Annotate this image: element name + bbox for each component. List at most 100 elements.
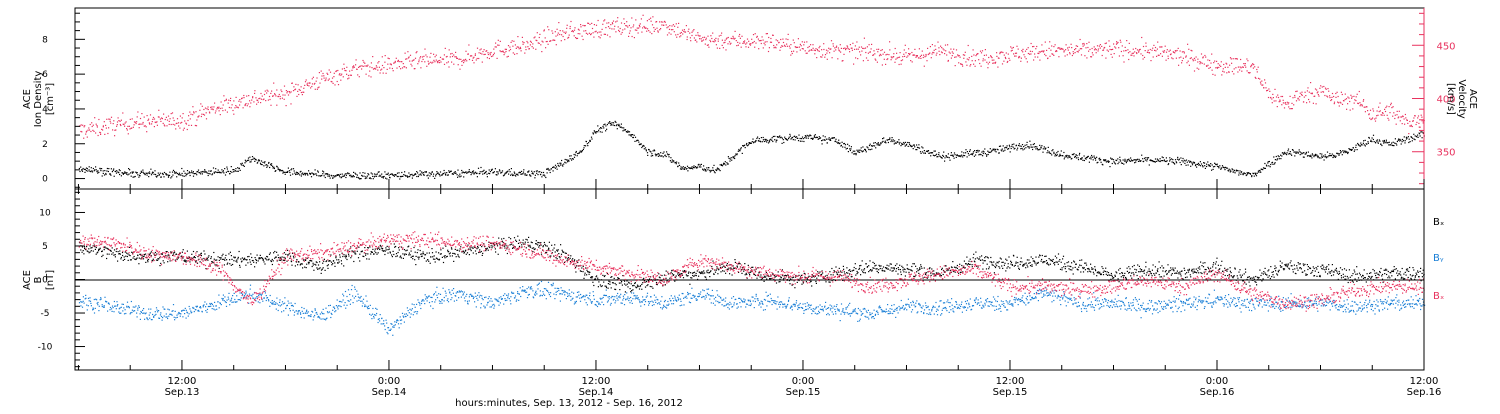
velocity-point <box>206 112 207 113</box>
bx-point <box>308 263 309 264</box>
density-point <box>259 160 260 161</box>
bx-point <box>120 254 121 255</box>
velocity-point <box>568 37 569 38</box>
velocity-point <box>582 36 583 37</box>
velocity-point <box>1109 46 1110 47</box>
velocity-point <box>1270 97 1271 98</box>
density-point <box>372 173 373 174</box>
velocity-point <box>270 105 271 106</box>
velocity-point <box>550 40 551 41</box>
velocity-point <box>968 59 969 60</box>
velocity-point <box>1152 48 1153 49</box>
density-point <box>646 150 647 151</box>
velocity-point <box>361 68 362 69</box>
density-point <box>464 172 465 173</box>
velocity-point <box>544 29 545 30</box>
density-point <box>469 169 470 170</box>
density-point <box>367 173 368 174</box>
velocity-point <box>1348 98 1349 99</box>
velocity-point <box>1069 47 1070 48</box>
velocity-point <box>1369 118 1370 119</box>
velocity-point <box>146 126 147 127</box>
velocity-point <box>1293 104 1294 105</box>
density-point <box>185 175 186 176</box>
bx-point <box>481 246 482 247</box>
density-point <box>419 174 420 175</box>
velocity-point <box>1058 56 1059 57</box>
velocity-point <box>1064 50 1065 51</box>
velocity-point <box>129 128 130 129</box>
velocity-point <box>1172 58 1173 59</box>
velocity-point <box>303 88 304 89</box>
density-point <box>763 137 764 138</box>
velocity-point <box>843 48 844 49</box>
bx-point <box>384 254 385 255</box>
density-point <box>597 131 598 132</box>
density-point <box>127 174 128 175</box>
bx-point <box>93 251 94 252</box>
density-point <box>720 164 721 165</box>
velocity-point <box>666 24 667 25</box>
bx-point <box>376 254 377 255</box>
velocity-point <box>1019 56 1020 57</box>
density-point <box>368 174 369 175</box>
velocity-point <box>337 70 338 71</box>
velocity-point <box>1274 89 1275 90</box>
velocity-point <box>672 29 673 30</box>
velocity-point <box>1080 39 1081 40</box>
density-point <box>169 175 170 176</box>
density-point <box>397 173 398 174</box>
density-point <box>92 171 93 172</box>
density-point <box>1016 149 1017 150</box>
velocity-point <box>876 49 877 50</box>
velocity-point <box>286 105 287 106</box>
velocity-point <box>1035 56 1036 57</box>
density-point <box>300 171 301 172</box>
velocity-point <box>998 58 999 59</box>
bx-point <box>182 258 183 259</box>
density-point <box>1009 146 1010 147</box>
density-point <box>1320 157 1321 158</box>
velocity-point <box>284 95 285 96</box>
density-point <box>274 168 275 169</box>
density-point <box>121 175 122 176</box>
velocity-point <box>102 129 103 130</box>
density-point <box>214 173 215 174</box>
bx-point <box>412 258 413 259</box>
density-point <box>1420 131 1421 132</box>
velocity-point <box>88 127 89 128</box>
velocity-point <box>152 121 153 122</box>
velocity-point <box>1204 64 1205 65</box>
bx-point <box>313 264 314 265</box>
velocity-point <box>904 56 905 57</box>
velocity-point <box>1303 101 1304 102</box>
velocity-point <box>1034 53 1035 54</box>
bx-point <box>502 241 503 242</box>
velocity-point <box>460 59 461 60</box>
density-point <box>223 170 224 171</box>
velocity-point <box>200 103 201 104</box>
velocity-point <box>1075 52 1076 53</box>
velocity-point <box>298 94 299 95</box>
density-point <box>678 166 679 167</box>
density-point <box>1275 162 1276 163</box>
bx-point <box>189 261 190 262</box>
density-point <box>1379 139 1380 140</box>
density-point <box>651 155 652 156</box>
velocity-point <box>1420 127 1421 128</box>
velocity-point <box>478 58 479 59</box>
velocity-point <box>1411 125 1412 126</box>
velocity-point <box>555 31 556 32</box>
velocity-point <box>223 104 224 105</box>
velocity-point <box>738 36 739 37</box>
density-point <box>1043 148 1044 149</box>
velocity-point <box>1151 50 1152 51</box>
velocity-point <box>822 54 823 55</box>
density-point <box>1064 157 1065 158</box>
density-point <box>223 172 224 173</box>
velocity-point <box>852 43 853 44</box>
velocity-point <box>280 96 281 97</box>
velocity-point <box>1418 123 1419 124</box>
velocity-point <box>1205 57 1206 58</box>
density-point <box>868 149 869 150</box>
